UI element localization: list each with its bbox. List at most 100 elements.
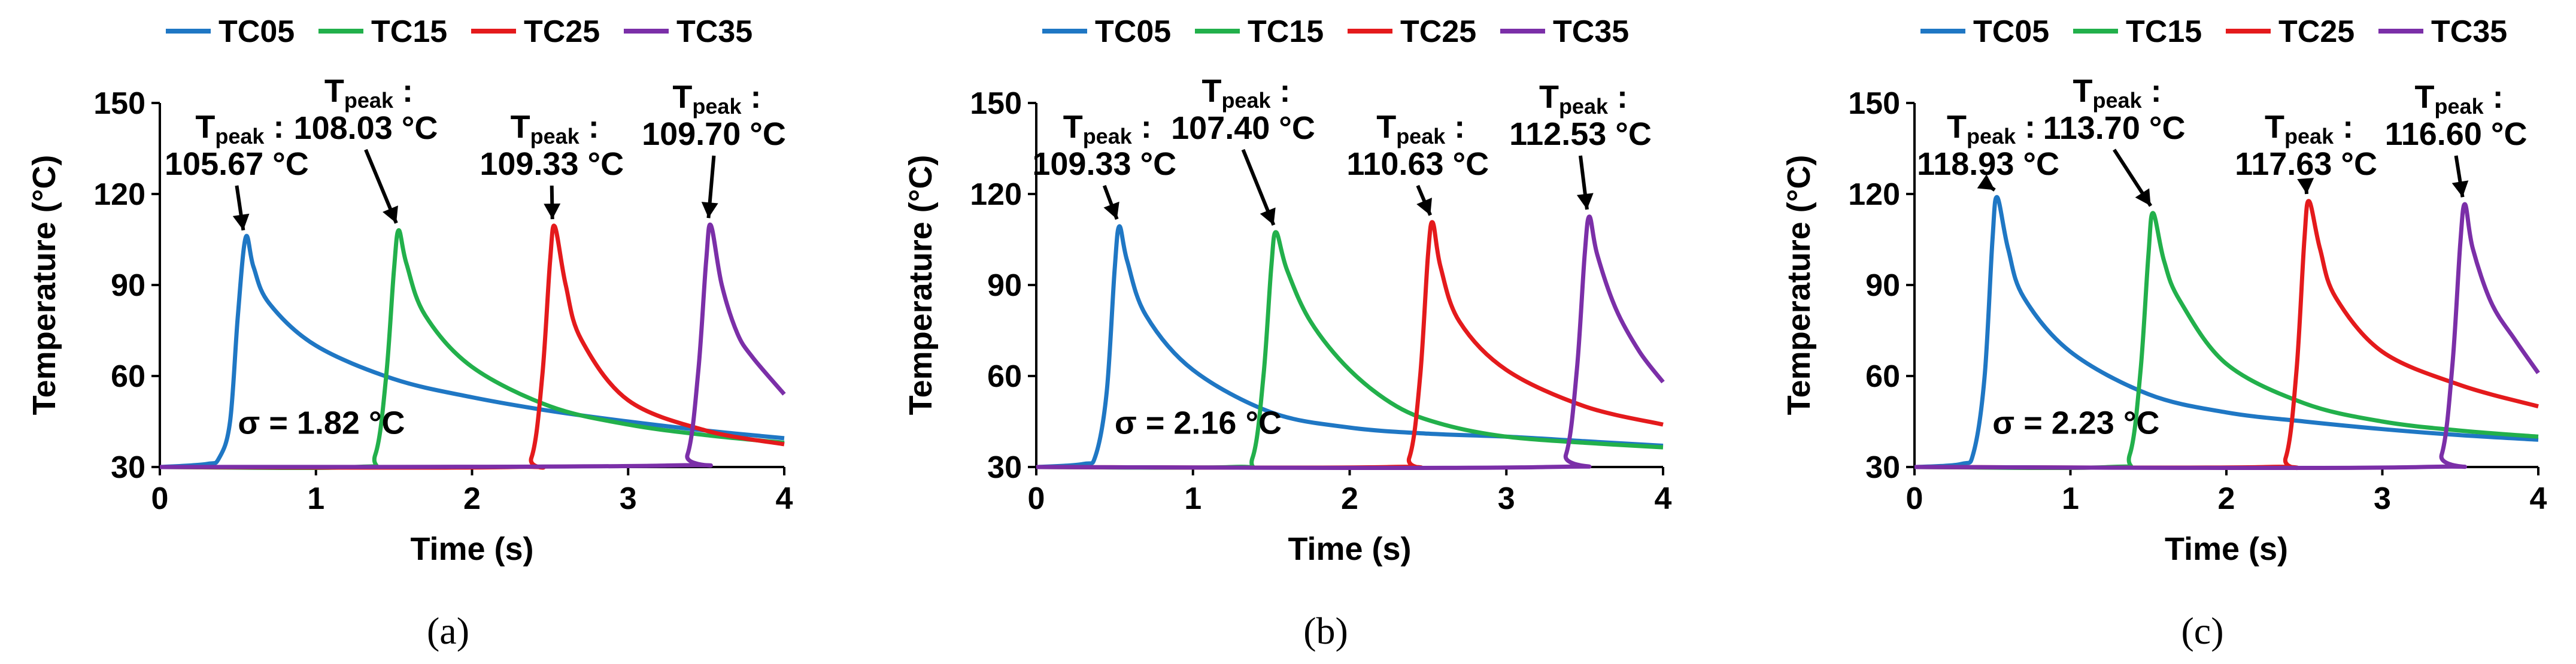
peak-arrow-head: [1416, 198, 1432, 216]
x-tick-label: 4: [776, 481, 793, 516]
peak-arrow-head: [1260, 207, 1276, 225]
peak-arrow-head: [701, 202, 718, 219]
y-axis-title: Temperature (°C): [1781, 155, 1817, 416]
y-tick-label: 60: [111, 359, 145, 394]
axes: 30 60 90 120 150 0 1 2 3 4: [1848, 86, 2547, 516]
y-tick-label: 120: [970, 177, 1022, 212]
series-group: [1036, 214, 1665, 471]
legend-label-tc15: TC15: [1248, 14, 1324, 49]
x-tick-label: 1: [1184, 481, 1201, 516]
peak-label-value: 118.93 °C: [1917, 146, 2059, 182]
panel-a: TC05 TC15 TC25 TC35 30 60 90 120 150 0 1 2 3 4 Time (s…: [26, 14, 793, 652]
sigma-label: σ = 1.82 °C: [238, 405, 405, 441]
y-tick-label: 30: [111, 450, 145, 485]
x-axis-title: Time (s): [410, 531, 533, 567]
y-tick-label: 90: [987, 268, 1022, 303]
series-line-tc35: [1914, 202, 2540, 471]
legend-label-tc15: TC15: [2126, 14, 2202, 49]
peak-label-title: Tpeak :: [1376, 109, 1465, 148]
peak-label-value: 107.40 °C: [1171, 110, 1315, 146]
x-tick-label: 2: [1341, 481, 1358, 516]
peak-arrow-head: [1103, 201, 1119, 220]
x-tick-label: 0: [151, 481, 169, 516]
legend-label-tc25: TC25: [524, 14, 600, 49]
legend-label-tc35: TC35: [2431, 14, 2507, 49]
x-tick-label: 1: [2062, 481, 2079, 516]
y-tick-label: 150: [93, 86, 145, 121]
y-axis-title: Temperature (°C): [26, 155, 62, 416]
y-tick-label: 150: [970, 86, 1022, 121]
peak-label-value: 113.70 °C: [2043, 110, 2186, 146]
panel-b: TC05 TC15 TC25 TC35 30 60 90 120 150 0 1 2 3 4 Time (s…: [903, 14, 1672, 652]
peak-arrow-head: [383, 205, 398, 223]
x-axis-title: Time (s): [1288, 531, 1411, 567]
peak-label-value: 112.53 °C: [1509, 116, 1652, 152]
peak-label-title: Tpeak :: [1539, 79, 1628, 119]
peak-label-title: Tpeak :: [195, 109, 284, 148]
peak-label-value: 116.60 °C: [2385, 116, 2528, 152]
peak-label-title: Tpeak :: [1947, 109, 2035, 148]
legend-label-tc15: TC15: [371, 14, 447, 49]
legend-label-tc05: TC05: [219, 14, 295, 49]
peak-label-title: Tpeak :: [511, 109, 599, 148]
peak-arrow-head: [2297, 178, 2314, 195]
peak-label-value: 108.03 °C: [294, 110, 438, 146]
peak-label-value: 105.67 °C: [165, 146, 309, 182]
peak-label-value: 117.63 °C: [2235, 146, 2377, 182]
x-axis-title: Time (s): [2165, 531, 2288, 567]
peak-arrow-head: [2451, 180, 2469, 198]
y-tick-label: 30: [987, 450, 1022, 485]
x-tick-label: 1: [307, 481, 324, 516]
series-line-tc35: [1036, 214, 1665, 471]
x-tick-label: 3: [1498, 481, 1515, 516]
legend-label-tc25: TC25: [1400, 14, 1476, 49]
x-tick-label: 2: [463, 481, 481, 516]
x-tick-label: 3: [2374, 481, 2391, 516]
peak-label-title: Tpeak :: [2073, 73, 2162, 113]
panel-label: (c): [2181, 610, 2223, 652]
x-tick-label: 4: [2530, 481, 2547, 516]
peak-label-value: 109.70 °C: [642, 116, 786, 152]
x-tick-label: 0: [1906, 481, 1923, 516]
panel-label: (b): [1303, 610, 1348, 652]
y-tick-label: 30: [1865, 450, 1900, 485]
peak-arrow-head: [232, 213, 250, 231]
peak-label-title: Tpeak :: [672, 79, 761, 119]
peak-arrow-head: [544, 203, 561, 220]
legend-label-tc05: TC05: [1095, 14, 1171, 49]
y-tick-label: 60: [1865, 359, 1900, 394]
x-tick-label: 0: [1028, 481, 1045, 516]
y-tick-label: 90: [111, 268, 145, 303]
peak-label-value: 110.63 °C: [1346, 146, 1489, 182]
peak-label-title: Tpeak :: [2415, 79, 2504, 119]
series-line-tc05: [1914, 195, 2539, 469]
y-tick-label: 150: [1848, 86, 1900, 121]
peak-label-title: Tpeak :: [1063, 109, 1152, 148]
peak-label-title: Tpeak :: [324, 73, 413, 113]
x-tick-label: 2: [2218, 481, 2235, 516]
legend-label-tc35: TC35: [676, 14, 753, 49]
sigma-label: σ = 2.23 °C: [1992, 405, 2159, 441]
y-tick-label: 90: [1865, 268, 1900, 303]
peak-arrow-head: [1977, 174, 1995, 190]
x-tick-label: 4: [1655, 481, 1672, 516]
legend-label-tc25: TC25: [2278, 14, 2354, 49]
peak-arrow-head: [2135, 188, 2151, 206]
peak-label-value: 109.33 °C: [480, 146, 624, 182]
y-axis-title: Temperature (°C): [903, 155, 939, 416]
y-tick-label: 120: [1848, 177, 1900, 212]
legend: TC05 TC15 TC25 TC35: [1042, 14, 1629, 49]
x-tick-label: 3: [620, 481, 637, 516]
series-line-tc05: [159, 234, 785, 469]
legend-label-tc35: TC35: [1553, 14, 1629, 49]
y-tick-label: 60: [987, 359, 1022, 394]
series-line-tc35: [159, 222, 786, 469]
panel-c: TC05 TC15 TC25 TC35 30 60 90 120 150 0 1 2 3 4 Time (s…: [1781, 14, 2547, 652]
y-tick-label: 120: [93, 177, 145, 212]
peak-label-title: Tpeak :: [1201, 73, 1290, 113]
series-group: [1914, 195, 2540, 471]
